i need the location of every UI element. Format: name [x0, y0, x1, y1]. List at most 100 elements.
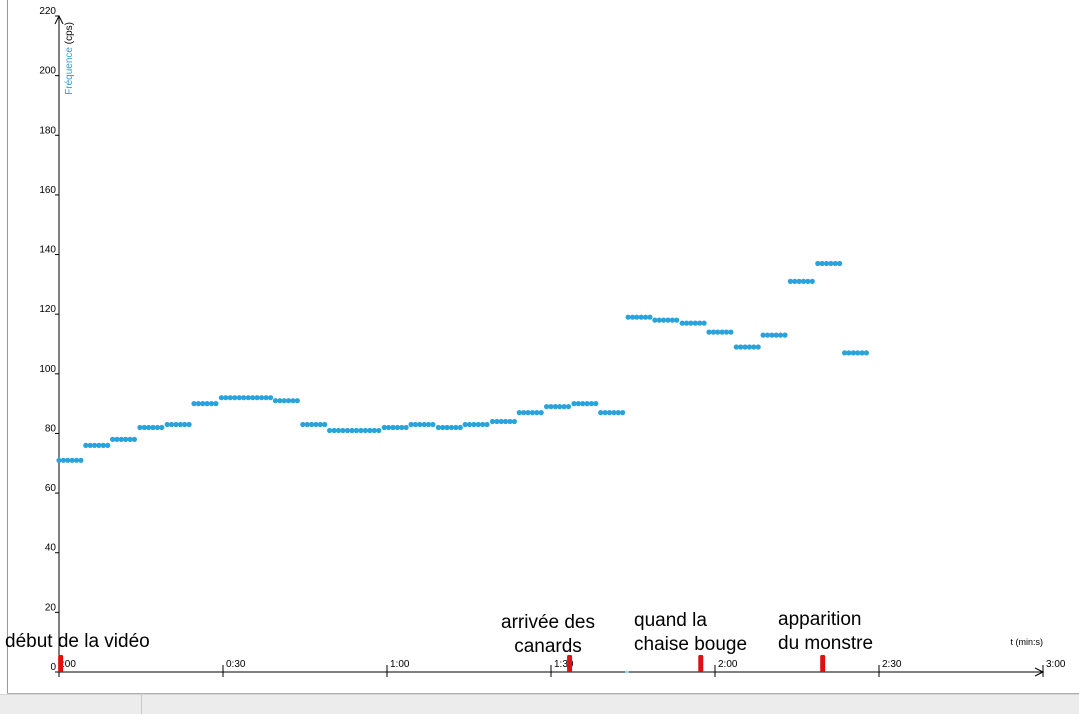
data-point [598, 410, 604, 416]
data-point [245, 395, 251, 401]
data-point [815, 260, 821, 267]
data-point [760, 332, 766, 338]
data-point [828, 260, 834, 267]
data-point [200, 401, 206, 407]
data-point [511, 418, 517, 425]
x-tick-label: 2:00 [718, 659, 738, 670]
data-point [250, 395, 256, 401]
data-point [466, 421, 473, 428]
data-point [286, 398, 292, 404]
event-marker [698, 655, 704, 672]
data-point [773, 332, 779, 338]
data-point [728, 329, 734, 335]
data-point [669, 317, 676, 323]
data-point [534, 410, 540, 416]
data-point [787, 278, 794, 284]
data-point [344, 427, 351, 434]
data-point [65, 457, 71, 463]
data-point [580, 401, 586, 407]
data-point [796, 278, 802, 284]
y-tick-label: 80 [45, 423, 57, 434]
data-point [394, 424, 400, 431]
annotation-label: apparition [778, 609, 861, 630]
data-point [733, 344, 739, 350]
data-point [435, 424, 441, 431]
data-point [182, 421, 188, 428]
data-point [809, 278, 815, 284]
data-point [525, 410, 531, 416]
status-bar-divider [141, 695, 142, 714]
data-point [706, 329, 712, 335]
data-point [390, 424, 396, 431]
y-tick-label: 0 [50, 662, 56, 673]
y-tick-label: 100 [39, 364, 56, 375]
data-point [561, 404, 567, 410]
data-point [173, 421, 179, 428]
data-point [611, 410, 617, 416]
y-tick-label: 180 [39, 125, 56, 136]
data-point [340, 427, 346, 434]
data-point [208, 401, 215, 407]
data-point [73, 457, 80, 463]
data-point [294, 398, 300, 404]
data-point [471, 421, 477, 428]
data-point [227, 395, 233, 401]
event-marker [820, 655, 826, 672]
annotation-label: début de la vidéo [5, 631, 150, 652]
window-left-border [7, 0, 8, 693]
data-point [575, 401, 581, 407]
y-tick-label: 220 [39, 6, 56, 17]
data-point [268, 395, 274, 401]
data-point [548, 404, 554, 410]
y-axis-title-unit: (cps) [64, 22, 75, 44]
event-markers [58, 655, 826, 672]
data-point [371, 427, 377, 434]
data-point [236, 395, 242, 401]
data-point [213, 401, 219, 407]
data-point [652, 317, 658, 323]
data-point [615, 410, 621, 416]
data-point [692, 320, 698, 326]
y-tick-label: 40 [45, 543, 57, 554]
x-tick-label: 0:30 [226, 659, 246, 670]
data-point [317, 421, 323, 428]
data-point [665, 317, 671, 323]
data-point [110, 436, 116, 442]
data-point [453, 424, 459, 431]
data-point [764, 332, 771, 338]
data-point [60, 457, 66, 463]
data-point [56, 457, 62, 463]
data-point [801, 278, 807, 284]
data-point [277, 398, 283, 404]
data-point [701, 320, 707, 326]
data-point [751, 344, 757, 350]
data-point [263, 395, 269, 401]
data-point [105, 442, 111, 448]
data-point [715, 329, 721, 335]
y-tick-label: 20 [45, 602, 57, 613]
data-point [832, 260, 838, 267]
data-point [593, 401, 599, 407]
data-point [475, 421, 481, 428]
data-point [300, 421, 306, 428]
data-point [335, 427, 342, 434]
data-point [83, 442, 89, 448]
data-point [425, 421, 432, 428]
data-point [399, 424, 405, 431]
data-point [819, 260, 825, 267]
data-point [96, 442, 102, 448]
data-point [137, 424, 143, 431]
data-point [331, 427, 337, 434]
data-point [118, 436, 124, 442]
data-point [855, 350, 861, 356]
data-point [643, 314, 649, 320]
data-point [634, 314, 640, 320]
data-point [362, 427, 368, 434]
x-tick-label: :00 [62, 659, 76, 670]
data-point [842, 350, 848, 356]
data-point [552, 404, 559, 410]
data-point [186, 421, 192, 428]
data-point [254, 395, 260, 401]
data-point [792, 278, 798, 284]
data-point [444, 424, 450, 431]
